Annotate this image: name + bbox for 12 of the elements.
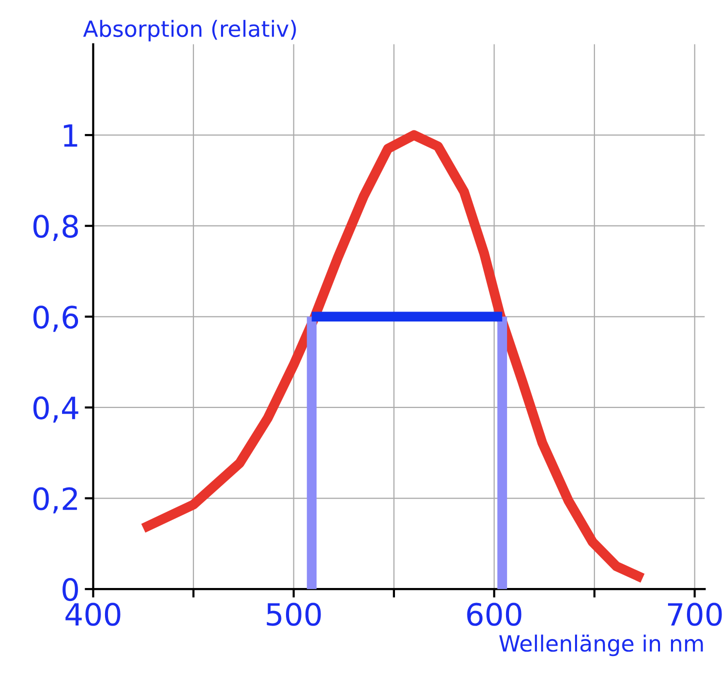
y-tick-label: 0 [62, 578, 78, 602]
x-axis-title: Wellenlänge in nm [499, 634, 703, 656]
y-tick-label: 0,4 [33, 396, 78, 423]
x-tick-label: 500 [266, 602, 321, 626]
x-tick-label: 700 [668, 602, 722, 626]
x-tick-label: 400 [66, 602, 120, 626]
y-tick-label: 0,8 [33, 214, 78, 242]
y-tick-label: 1 [64, 124, 78, 147]
chart-title: Absorption (relativ) [83, 20, 296, 42]
y-tick-label: 0,6 [33, 306, 78, 332]
y-tick-label: 0,2 [33, 487, 77, 514]
x-tick-label: 600 [467, 602, 522, 626]
